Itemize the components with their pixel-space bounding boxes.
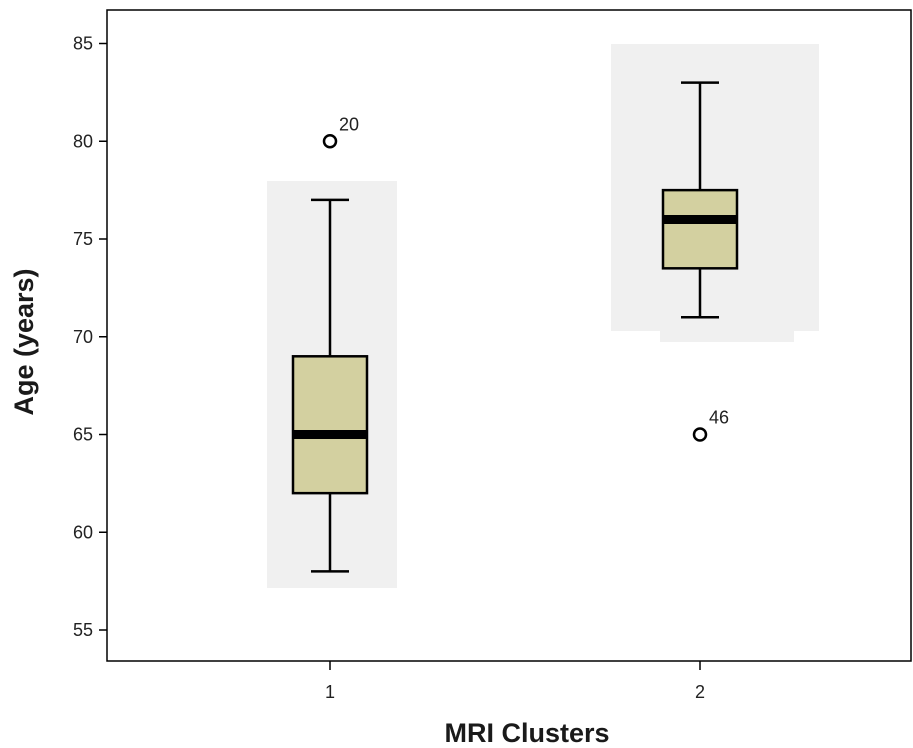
y-tick-label-70: 70: [73, 327, 93, 347]
iqr-box: [661, 188, 739, 270]
x-tick-label-2: 2: [695, 682, 705, 702]
outlier-point: [322, 134, 338, 149]
y-axis-title: Age (years): [9, 268, 39, 415]
box-cluster-1: 20: [291, 114, 369, 573]
x-tick-label-1: 1: [325, 682, 335, 702]
outlier-label: 46: [709, 408, 729, 428]
y-tick-label-55: 55: [73, 620, 93, 640]
x-axis-title: MRI Clusters: [444, 718, 609, 748]
y-tick-label-75: 75: [73, 229, 93, 249]
y-tick-label-80: 80: [73, 131, 93, 151]
box-cluster-2: 46: [661, 81, 739, 442]
band-cluster-2: [611, 44, 819, 331]
outlier-label: 20: [339, 114, 359, 134]
y-tick-label-85: 85: [73, 34, 93, 54]
band-cluster-2-tab: [660, 330, 794, 342]
iqr-box: [291, 355, 369, 495]
outlier-point: [692, 427, 708, 442]
y-tick-label-60: 60: [73, 522, 93, 542]
axes: 55 60 65 70 75 80 85 1 2: [73, 9, 912, 702]
background-bands: [267, 44, 819, 588]
plot-frame: [106, 9, 912, 662]
y-tick-label-65: 65: [73, 425, 93, 445]
